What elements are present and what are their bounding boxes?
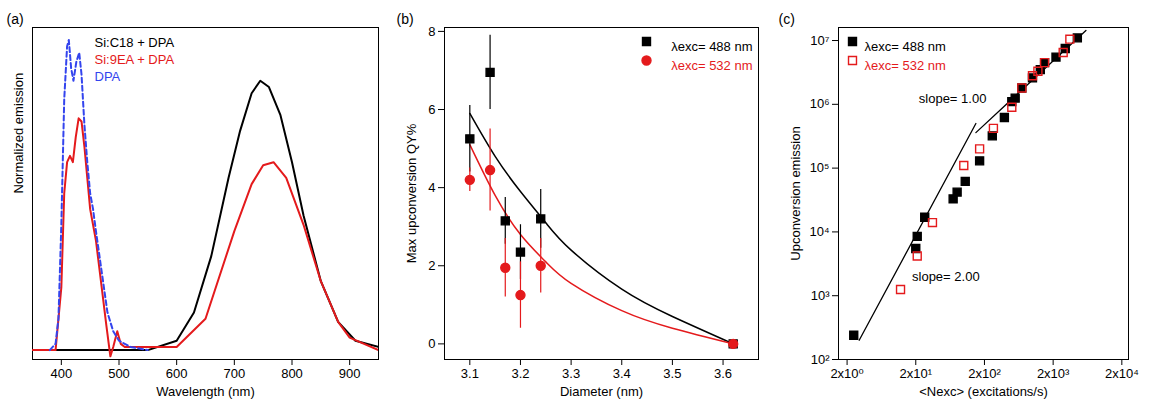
svg-text:Si:C18 + DPA: Si:C18 + DPA [95, 35, 175, 50]
svg-text:2x10³: 2x10³ [1037, 366, 1070, 381]
svg-text:3.1: 3.1 [461, 366, 479, 381]
svg-text:0: 0 [428, 336, 435, 351]
svg-text:Max upconversion QY%: Max upconversion QY% [404, 123, 419, 263]
svg-text:(a): (a) [7, 11, 24, 27]
svg-text:<Nexc> (excitations/s): <Nexc> (excitations/s) [919, 384, 1048, 399]
svg-text:600: 600 [166, 366, 188, 381]
svg-text:10³: 10³ [811, 288, 830, 303]
svg-text:500: 500 [108, 366, 130, 381]
svg-text:Normalized emission: Normalized emission [11, 73, 26, 194]
svg-text:10²: 10² [811, 352, 830, 367]
svg-text:λexc= 532 nm: λexc= 532 nm [865, 58, 946, 73]
svg-text:2: 2 [428, 258, 435, 273]
svg-text:6: 6 [428, 102, 435, 117]
svg-text:10⁵: 10⁵ [810, 160, 830, 175]
svg-text:400: 400 [50, 366, 72, 381]
svg-text:slope= 1.00: slope= 1.00 [919, 91, 987, 106]
svg-text:Si:9EA + DPA: Si:9EA + DPA [95, 52, 175, 67]
svg-text:(b): (b) [397, 11, 414, 27]
svg-text:2x10¹: 2x10¹ [900, 366, 933, 381]
svg-text:2x10²: 2x10² [968, 366, 1001, 381]
svg-text:slope= 2.00: slope= 2.00 [912, 269, 980, 284]
svg-text:λexc= 532 nm: λexc= 532 nm [671, 58, 752, 73]
svg-text:2x10⁴: 2x10⁴ [1105, 366, 1139, 381]
svg-text:10⁶: 10⁶ [810, 96, 830, 111]
svg-text:DPA: DPA [95, 69, 121, 84]
svg-text:4: 4 [428, 180, 435, 195]
svg-text:3.6: 3.6 [714, 366, 732, 381]
svg-text:2x10⁰: 2x10⁰ [830, 366, 863, 381]
svg-text:900: 900 [339, 366, 361, 381]
svg-text:3.3: 3.3 [562, 366, 580, 381]
svg-text:10⁷: 10⁷ [810, 33, 829, 48]
svg-text:Diameter (nm): Diameter (nm) [560, 384, 643, 399]
svg-text:Upconversion emission: Upconversion emission [788, 126, 803, 260]
svg-text:λexc= 488 nm: λexc= 488 nm [671, 39, 752, 54]
svg-text:3.5: 3.5 [663, 366, 681, 381]
svg-text:700: 700 [223, 366, 245, 381]
svg-text:8: 8 [428, 24, 435, 39]
svg-text:800: 800 [281, 366, 303, 381]
svg-text:10⁴: 10⁴ [809, 224, 829, 239]
svg-text:Wavelength (nm): Wavelength (nm) [156, 384, 255, 399]
svg-text:(c): (c) [779, 11, 795, 27]
svg-text:λexc= 488 nm: λexc= 488 nm [865, 39, 946, 54]
svg-text:3.4: 3.4 [613, 366, 631, 381]
svg-text:3.2: 3.2 [511, 366, 529, 381]
